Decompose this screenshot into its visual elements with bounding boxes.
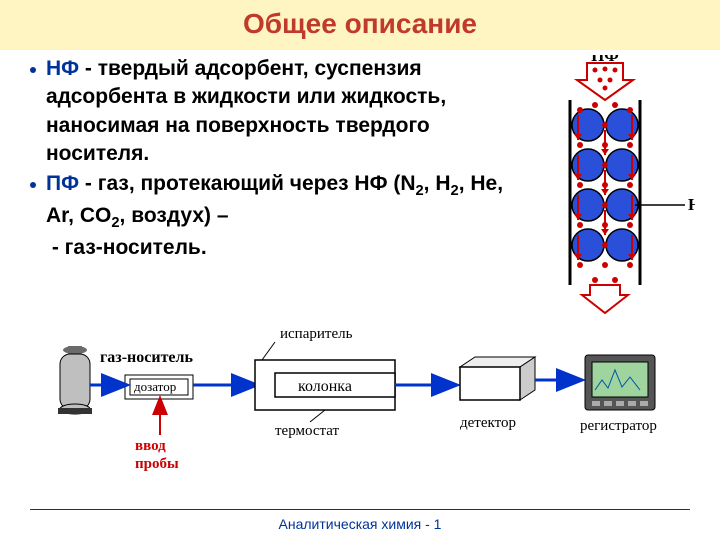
svg-text:газ-носитель: газ-носитель (100, 349, 194, 366)
svg-text:колонка: колонка (298, 378, 352, 395)
svg-text:детектор: детектор (460, 415, 516, 431)
svg-text:испаритель: испаритель (280, 326, 353, 342)
column-diagram: ПФ НФ (520, 55, 695, 315)
footer-divider (30, 509, 690, 510)
bullet-dot-icon (30, 67, 36, 73)
bullet-dot-icon (30, 182, 36, 188)
footer-text: Аналитическая химия - 1 (0, 516, 720, 532)
svg-text:ПФ: ПФ (591, 55, 619, 65)
column-svg: ПФ НФ (520, 55, 695, 315)
bullet-body: - твердый адсорбент, суспензия адсорбент… (46, 57, 446, 165)
svg-text:регистратор: регистратор (580, 418, 657, 434)
svg-text:термостат: термостат (275, 423, 340, 439)
flow-diagram: газ-носитель дозатор ввод пробы колонка испар… (40, 320, 690, 480)
term-pf: ПФ (46, 172, 79, 195)
flow-svg: газ-носитель дозатор ввод пробы колонка испар… (40, 320, 700, 490)
svg-text:ввод: ввод (135, 438, 166, 454)
term-nf: НФ (46, 57, 79, 80)
bullet-text: ПФ - газ, протекающий через НФ (N2, H2, … (46, 170, 516, 262)
bullet-text: НФ - твердый адсорбент, суспензия адсорб… (46, 55, 476, 168)
svg-text:дозатор: дозатор (134, 379, 176, 394)
bullet-body: - газ, протекающий через НФ (N2, H2, He,… (46, 172, 503, 259)
svg-text:пробы: пробы (135, 456, 179, 472)
svg-text:НФ: НФ (688, 195, 695, 214)
slide-title: Общее описание (0, 8, 720, 40)
